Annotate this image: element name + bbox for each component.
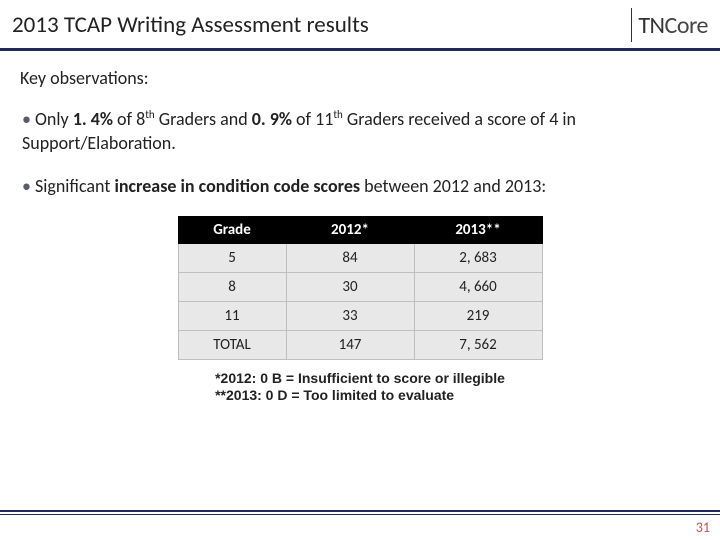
footer-rule-thin (0, 514, 720, 515)
footnote-line-1: *2012: 0 B = Insufficient to score or il… (215, 370, 505, 388)
b1-sup2: th (333, 108, 342, 121)
page-title: 2013 TCAP Writing Assessment results (12, 11, 369, 39)
cell: 219 (414, 301, 542, 330)
col-2013: 2013** (414, 216, 542, 243)
cell: 147 (286, 330, 414, 359)
bullet-1: •Only 1. 4% of 8th Graders and 0. 9% of … (20, 107, 700, 156)
cell: 30 (286, 272, 414, 301)
cell: 84 (286, 243, 414, 272)
table-row: 8 30 4, 660 (178, 272, 542, 301)
b1-sup1: th (145, 108, 154, 121)
cell: TOTAL (178, 330, 286, 359)
slide-content: Key observations: •Only 1. 4% of 8th Gra… (0, 51, 720, 405)
condition-code-table: Grade 2012* 2013** 5 84 2, 683 8 30 4, 6… (178, 216, 543, 360)
cell: 33 (286, 301, 414, 330)
cell: 4, 660 (414, 272, 542, 301)
logo-tn-text: TN (638, 11, 664, 40)
tncore-logo: TNCore (631, 8, 708, 42)
logo-core-text: Core (665, 11, 708, 40)
b1-mid2: Graders and (155, 108, 252, 130)
b2-bold: increase in condition code scores (114, 175, 360, 197)
footnote-line-2: **2013: 0 D = Too limited to evaluate (215, 387, 505, 405)
col-2012: 2012* (286, 216, 414, 243)
footnote: *2012: 0 B = Insufficient to score or il… (215, 370, 505, 405)
footer-rule (0, 510, 720, 512)
table-header-row: Grade 2012* 2013** (178, 216, 542, 243)
footnote-wrap: *2012: 0 B = Insufficient to score or il… (20, 370, 700, 405)
bullet-dot-icon: • (22, 175, 31, 197)
subheading: Key observations: (20, 67, 700, 89)
table-row: TOTAL 147 7, 562 (178, 330, 542, 359)
table-row: 11 33 219 (178, 301, 542, 330)
b1-mid1: of 8 (113, 108, 145, 130)
b1-mid3: of 11 (292, 108, 333, 130)
cell: 8 (178, 272, 286, 301)
b2-tail: between 2012 and 2013: (360, 175, 546, 197)
b1-pct1: 1. 4% (73, 108, 113, 130)
cell: 7, 562 (414, 330, 542, 359)
page-number: 31 (696, 519, 710, 536)
cell: 5 (178, 243, 286, 272)
col-grade: Grade (178, 216, 286, 243)
cell: 2, 683 (414, 243, 542, 272)
b1-pct2: 0. 9% (252, 108, 292, 130)
table-row: 5 84 2, 683 (178, 243, 542, 272)
cell: 11 (178, 301, 286, 330)
bullet-dot-icon: • (22, 108, 31, 130)
bullet-2: •Significant increase in condition code … (20, 174, 700, 198)
logo-divider (631, 8, 632, 42)
table-wrap: Grade 2012* 2013** 5 84 2, 683 8 30 4, 6… (20, 216, 700, 360)
slide-header: 2013 TCAP Writing Assessment results TNC… (0, 0, 720, 51)
b1-pre: Only (35, 108, 73, 130)
b2-pre: Significant (35, 175, 114, 197)
